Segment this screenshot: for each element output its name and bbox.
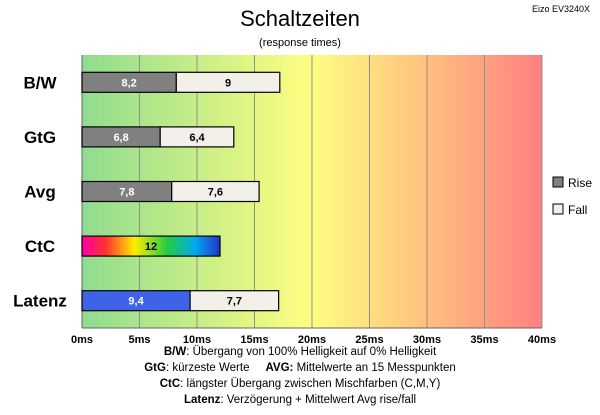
data-label: 9 bbox=[225, 77, 231, 89]
legend-swatch bbox=[552, 176, 564, 188]
note-latenz-text: : Verzögerung + Mittelwert Avg rise/fall bbox=[220, 394, 417, 406]
x-tick-label: 0ms bbox=[71, 334, 93, 345]
bar-fall bbox=[171, 180, 260, 203]
bar-fall bbox=[159, 126, 235, 148]
data-label: 6,8 bbox=[113, 132, 128, 144]
legend-label: Fall bbox=[568, 203, 587, 217]
chart-subtitle: (response times) bbox=[259, 37, 341, 49]
category-label: Latenz bbox=[13, 292, 67, 311]
note-ctc-text: : längster Übergang zwischen Mischfarben… bbox=[180, 378, 441, 390]
note-avg-text: Mittelwerte an 15 Messpunkten bbox=[293, 362, 456, 374]
data-label: 7,8 bbox=[119, 187, 134, 199]
legend-label: Rise bbox=[568, 176, 592, 190]
bar-chart: 8,2 9 6,8 6,4 7,8 7,6 12 9,4 7,7 B/W GtG Avg CtC Lat… bbox=[13, 55, 592, 345]
monitor-model-label: Eizo EV3240X bbox=[531, 4, 590, 14]
x-tick-label: 35ms bbox=[470, 334, 498, 345]
note-gtg-avg: GtG: kürzeste Werte AVG: Mittelwerte an 1… bbox=[0, 360, 600, 376]
bar-fall bbox=[189, 290, 280, 312]
note-bw-key: B/W bbox=[163, 346, 187, 358]
data-label: 7,6 bbox=[208, 187, 223, 199]
data-label: 12 bbox=[145, 241, 157, 253]
note-avg-key: AVG: bbox=[265, 362, 294, 374]
x-tick-label: 20ms bbox=[298, 334, 326, 345]
data-label: 8,2 bbox=[122, 77, 137, 89]
legend-notes: B/W: Übergang von 100% Helligkeit auf 0%… bbox=[0, 344, 600, 408]
x-tick-label: 40ms bbox=[528, 334, 556, 345]
x-tick-label: 10ms bbox=[183, 334, 211, 345]
bar-fall bbox=[175, 71, 281, 93]
note-bw-text: : Übergang von 100% Helligkeit auf 0% He… bbox=[186, 346, 437, 358]
bar-rise bbox=[81, 235, 221, 257]
category-label: Avg bbox=[24, 183, 56, 202]
x-tick-label: 25ms bbox=[355, 334, 383, 345]
note-latenz-key: Latenz bbox=[183, 394, 221, 406]
note-ctc-key: CtC bbox=[159, 378, 181, 390]
category-label: B/W bbox=[23, 73, 57, 92]
x-tick-label: 5ms bbox=[128, 334, 150, 345]
note-gtg-key: GtG bbox=[144, 362, 166, 374]
data-label: 6,4 bbox=[189, 132, 205, 144]
category-label: GtG bbox=[24, 128, 56, 147]
note-ctc: CtC: längster Übergang zwischen Mischfar… bbox=[0, 376, 600, 392]
legend-swatch bbox=[552, 203, 564, 215]
chart-title: Schaltzeiten bbox=[240, 6, 360, 31]
data-label: 9,4 bbox=[128, 296, 144, 308]
x-tick-label: 15ms bbox=[240, 334, 268, 345]
x-tick-label: 30ms bbox=[413, 334, 441, 345]
category-label: CtC bbox=[25, 237, 55, 256]
note-bw: B/W: Übergang von 100% Helligkeit auf 0%… bbox=[0, 344, 600, 360]
note-latenz: Latenz: Verzögerung + Mittelwert Avg ris… bbox=[0, 392, 600, 408]
data-label: 7,7 bbox=[227, 296, 242, 308]
note-gtg-text: : kürzeste Werte bbox=[165, 362, 250, 374]
